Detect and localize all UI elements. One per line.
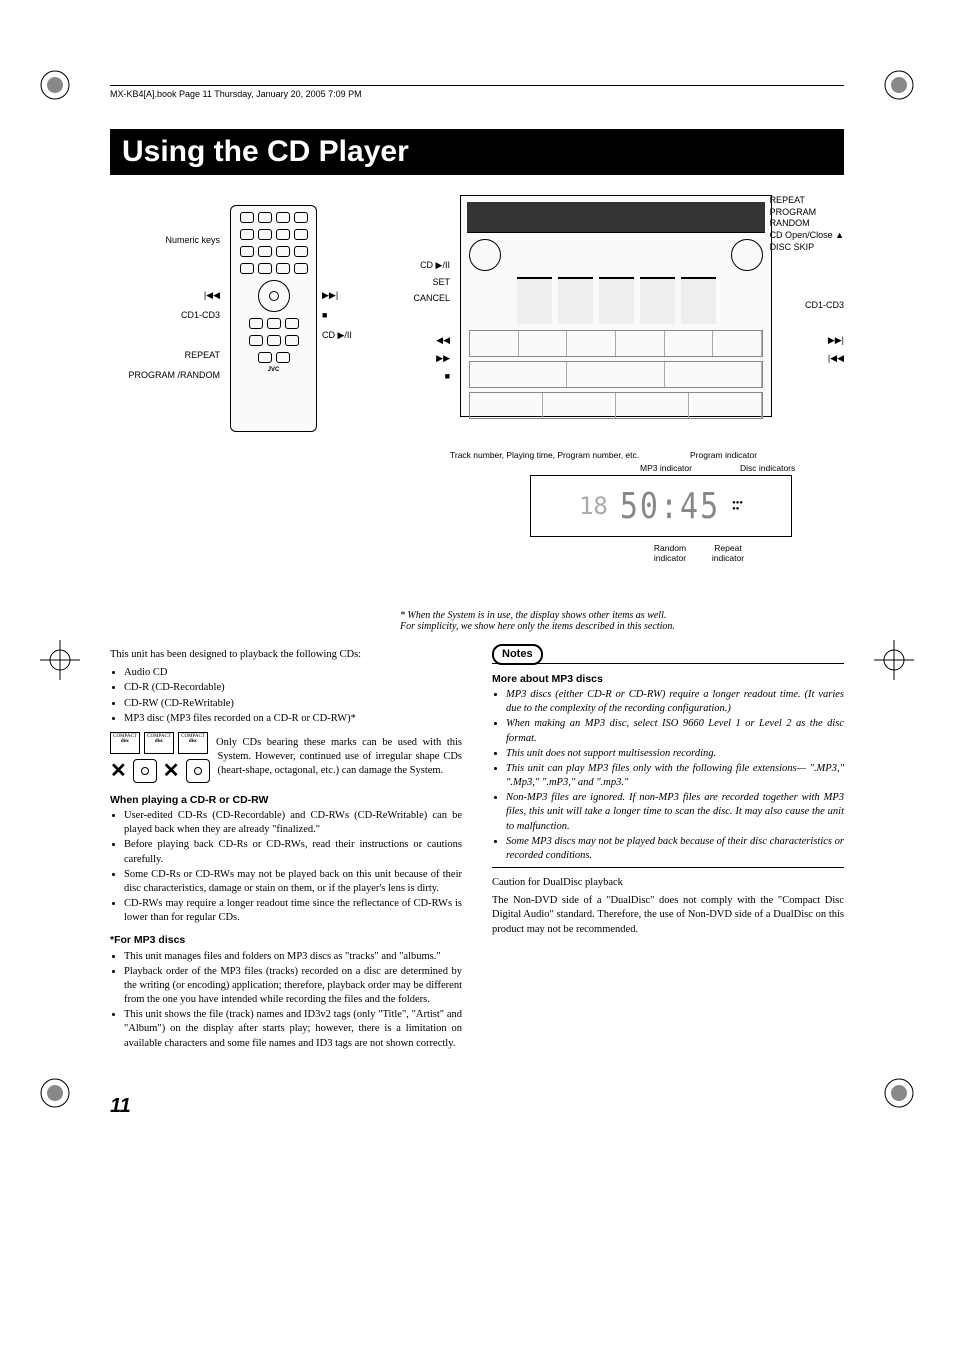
crosshair-icon xyxy=(874,640,914,680)
more-head: More about MP3 discs xyxy=(492,672,844,686)
invalid-disc-icons: ✕ ✕ xyxy=(110,758,210,785)
label-cd-play: CD ▶/II xyxy=(322,330,362,341)
label-stop: ■ xyxy=(322,310,362,320)
label-fastforward: ▶▶ xyxy=(390,353,450,364)
dualdisc-body: The Non-DVD side of a "DualDisc" does no… xyxy=(492,894,844,937)
label-mp3-ind: MP3 indicator xyxy=(640,463,692,473)
main-unit-illustration xyxy=(460,195,772,417)
page-number: 11 xyxy=(110,1095,844,1118)
label-set: SET xyxy=(390,277,450,287)
mp3-list: This unit manages files and folders on M… xyxy=(110,950,462,1051)
label-prev-track: |◀◀ xyxy=(120,290,220,301)
section-title-bar: Using the CD Player xyxy=(110,129,844,175)
right-column: Notes More about MP3 discs MP3 discs (ei… xyxy=(492,644,844,1057)
product-diagram: JVC Numeric keys |◀◀ CD1-CD3 REPEAT PROG… xyxy=(110,195,844,575)
when-playing-head: When playing a CD-R or CD-RW xyxy=(110,793,462,807)
label-repeat: REPEAT xyxy=(120,350,220,360)
label-program-ind: Program indicator xyxy=(690,450,757,460)
label-stop-main: ■ xyxy=(390,371,450,381)
heart-disc-icon xyxy=(133,759,157,783)
registration-mark-icon xyxy=(884,70,914,100)
label-repeat-ind: Repeat indicator xyxy=(703,543,753,563)
book-info: MX-KB4[A].book Page 11 Thursday, January… xyxy=(110,89,844,99)
registration-mark-icon xyxy=(884,1078,914,1108)
notes-label-icon: Notes xyxy=(492,644,543,665)
label-rewind: ◀◀ xyxy=(390,335,450,346)
label-repeat-r: REPEAT xyxy=(770,195,844,207)
remote-control-illustration: JVC xyxy=(230,205,317,432)
label-random-r: RANDOM xyxy=(770,218,844,230)
display-readout: 18 50:45 ●●●●● xyxy=(530,475,792,537)
label-random-ind: Random indicator xyxy=(645,543,695,563)
label-next-track: ▶▶| xyxy=(322,290,362,301)
diagram-footnote: * When the System is in use, the display… xyxy=(400,610,844,632)
cross-icon: ✕ xyxy=(163,758,180,785)
label-cd-open: CD Open/Close ▲ xyxy=(770,230,844,242)
dualdisc-head: Caution for DualDisc playback xyxy=(492,876,844,890)
compact-disc-icon: COMPACTdisc xyxy=(144,732,174,754)
cd-types-list: Audio CD CD-R (CD-Recordable) CD-RW (CD-… xyxy=(110,666,462,726)
section-title: Using the CD Player xyxy=(122,135,832,169)
mp3-head: *For MP3 discs xyxy=(110,933,462,947)
crosshair-icon xyxy=(40,640,80,680)
label-program-random: PROGRAM /RANDOM xyxy=(120,370,220,380)
label-next-r: ▶▶| xyxy=(828,335,844,347)
registration-mark-icon xyxy=(40,70,70,100)
label-numeric-keys: Numeric keys xyxy=(120,235,220,245)
compact-disc-icon: COMPACTdisc xyxy=(110,732,140,754)
label-cd1-cd3: CD1-CD3 xyxy=(120,310,220,320)
label-program-r: PROGRAM xyxy=(770,207,844,219)
octagon-disc-icon xyxy=(186,759,210,783)
label-disc-skip: DISC SKIP xyxy=(770,242,844,254)
disc-logo-icons: COMPACTdisc COMPACTdisc COMPACTdisc xyxy=(110,732,208,754)
intro-text: This unit has been designed to playback … xyxy=(110,648,462,662)
left-column: This unit has been designed to playback … xyxy=(110,644,462,1057)
compact-disc-icon: COMPACTdisc xyxy=(178,732,208,754)
label-track-etc: Track number, Playing time, Program numb… xyxy=(450,450,639,460)
label-prev-r: |◀◀ xyxy=(828,353,844,365)
registration-mark-icon xyxy=(40,1078,70,1108)
label-cd1-cd3-r: CD1-CD3 xyxy=(805,300,844,312)
cross-icon: ✕ xyxy=(110,758,127,785)
label-cancel: CANCEL xyxy=(390,293,450,303)
label-disc-ind: Disc indicators xyxy=(740,463,795,473)
when-playing-list: User-edited CD-Rs (CD-Recordable) and CD… xyxy=(110,809,462,925)
more-about-mp3-list: MP3 discs (either CD-R or CD-RW) require… xyxy=(492,688,844,863)
label-cd-play-pause: CD ▶/II xyxy=(390,260,450,271)
